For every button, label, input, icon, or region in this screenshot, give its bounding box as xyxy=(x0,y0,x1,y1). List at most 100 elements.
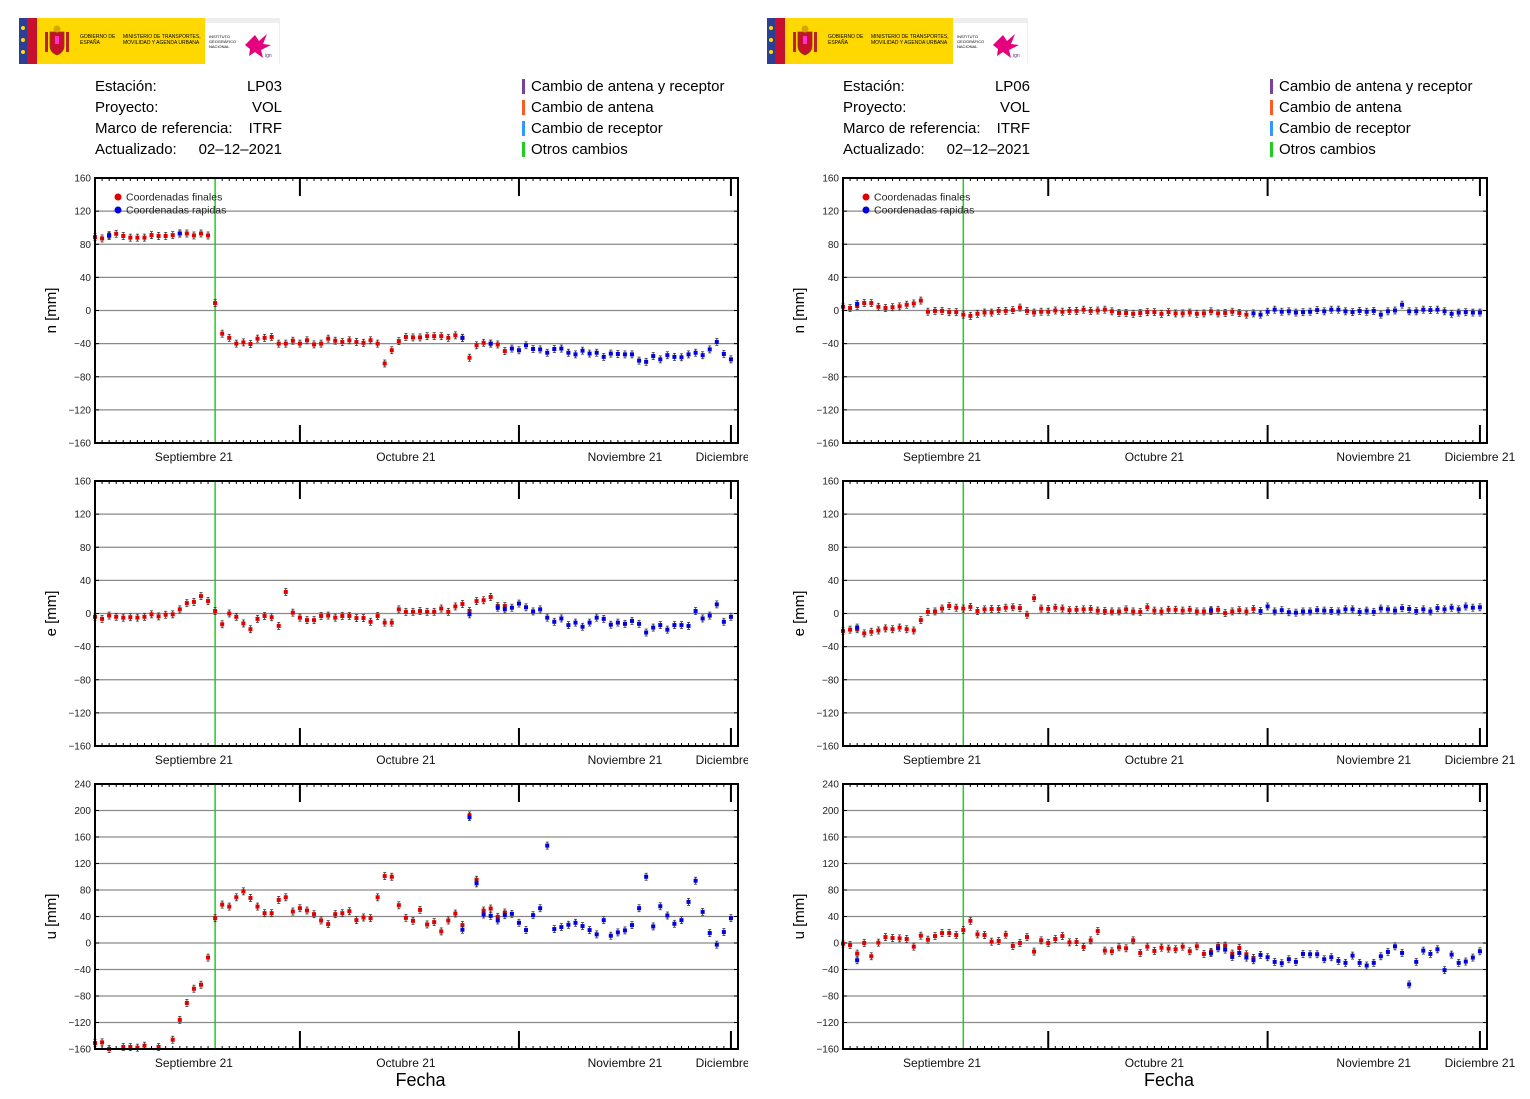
point-coordenadas-rapidas xyxy=(1223,947,1228,952)
point-coordenadas-rapidas xyxy=(679,623,684,628)
y-tick-label: 0 xyxy=(85,609,91,620)
legend-swatch xyxy=(522,100,525,115)
point-coordenadas-rapidas xyxy=(1343,607,1348,612)
point-coordenadas-rapidas xyxy=(460,927,465,932)
point-coordenadas-finales xyxy=(453,911,458,916)
point-coordenadas-finales xyxy=(982,933,987,938)
info-value: LP06 xyxy=(994,78,1030,95)
point-coordenadas-finales xyxy=(947,310,952,315)
point-coordenadas-finales xyxy=(446,918,451,923)
legend-label: Otros cambios xyxy=(531,141,628,158)
point-coordenadas-finales xyxy=(989,606,994,611)
y-tick-label: −120 xyxy=(816,405,839,416)
point-coordenadas-finales xyxy=(1088,606,1093,611)
point-coordenadas-finales xyxy=(184,231,189,236)
point-coordenadas-rapidas xyxy=(679,355,684,360)
point-coordenadas-finales xyxy=(128,235,133,240)
point-coordenadas-rapidas xyxy=(1336,958,1341,963)
point-coordenadas-finales xyxy=(184,601,189,606)
legend-item: Cambio de antena xyxy=(522,97,724,118)
point-coordenadas-finales xyxy=(1152,948,1157,953)
point-coordenadas-finales xyxy=(100,616,105,621)
point-coordenadas-finales xyxy=(418,609,423,614)
point-coordenadas-rapidas xyxy=(651,625,656,630)
y-axis-label: u [mm] xyxy=(791,894,808,940)
point-coordenadas-finales xyxy=(1032,310,1037,315)
point-coordenadas-rapidas xyxy=(1393,308,1397,313)
point-coordenadas-rapidas xyxy=(1449,311,1454,316)
point-coordenadas-finales xyxy=(206,955,211,960)
point-coordenadas-rapidas xyxy=(630,618,635,623)
point-coordenadas-finales xyxy=(1194,311,1199,316)
legend-swatch xyxy=(522,79,525,94)
y-tick-label: 40 xyxy=(80,576,92,587)
point-coordenadas-finales xyxy=(255,336,260,341)
point-coordenadas-finales xyxy=(107,613,112,618)
point-coordenadas-finales xyxy=(1209,309,1213,314)
point-coordenadas-finales xyxy=(410,335,415,340)
point-coordenadas-rapidas xyxy=(1265,309,1270,314)
point-coordenadas-rapidas xyxy=(630,352,635,357)
point-coordenadas-rapidas xyxy=(566,623,571,628)
point-coordenadas-finales xyxy=(100,236,105,241)
coat-of-arms-icon xyxy=(45,25,69,56)
point-coordenadas-finales xyxy=(333,615,338,620)
point-coordenadas-rapidas xyxy=(1301,951,1305,956)
point-coordenadas-rapidas xyxy=(1435,307,1440,312)
point-coordenadas-finales xyxy=(1124,946,1129,951)
y-axis-label: u [mm] xyxy=(43,894,60,940)
y-tick-label: 160 xyxy=(74,174,91,185)
y-tick-label: −160 xyxy=(68,742,91,753)
point-coordenadas-finales xyxy=(453,604,458,609)
government-logo-block: GOBIERNO DE ESPAÑA MINISTERIO DE TRANSPO… xyxy=(785,18,953,64)
point-coordenadas-rapidas xyxy=(1286,309,1291,314)
station-info: Estación: LP03 Proyecto: VOL Marco de refe… xyxy=(95,76,282,160)
y-tick-label: 40 xyxy=(828,273,840,284)
y-tick-label: 160 xyxy=(74,477,91,488)
legend-item: Cambio de receptor xyxy=(1270,118,1472,139)
point-coordenadas-finales xyxy=(488,594,493,599)
point-coordenadas-rapidas xyxy=(1456,607,1461,612)
legend-swatch xyxy=(1270,100,1273,115)
point-coordenadas-rapidas xyxy=(1400,950,1405,955)
x-tick-label: Septiembre 21 xyxy=(903,450,981,464)
point-coordenadas-finales xyxy=(495,342,500,347)
y-tick-label: 200 xyxy=(74,806,91,817)
y-tick-label: −80 xyxy=(822,675,839,686)
point-coordenadas-finales xyxy=(368,338,373,343)
point-coordenadas-finales xyxy=(876,940,881,945)
point-coordenadas-finales xyxy=(1131,938,1136,943)
legend-marker xyxy=(114,193,122,201)
point-coordenadas-finales xyxy=(453,333,458,338)
x-tick-label: Septiembre 21 xyxy=(155,1056,233,1070)
point-coordenadas-finales xyxy=(1180,311,1185,316)
point-coordenadas-finales xyxy=(502,349,507,354)
point-coordenadas-rapidas xyxy=(1371,960,1376,965)
legend-label: Cambio de antena xyxy=(531,99,654,116)
point-coordenadas-finales xyxy=(925,309,930,314)
point-coordenadas-finales xyxy=(312,912,317,917)
point-coordenadas-rapidas xyxy=(1421,948,1426,953)
info-label: Estación: xyxy=(843,78,905,95)
point-coordenadas-rapidas xyxy=(467,612,472,617)
point-coordenadas-finales xyxy=(340,911,345,916)
point-coordenadas-rapidas xyxy=(524,605,529,610)
point-coordenadas-finales xyxy=(142,235,147,240)
point-coordenadas-finales xyxy=(1216,311,1221,316)
point-coordenadas-finales xyxy=(304,908,309,913)
plot-panel: −160 −120 −80 −40 0 40 80 120 160 200 240 Septiembr… xyxy=(43,780,748,1091)
point-coordenadas-rapidas xyxy=(552,927,557,932)
point-coordenadas-rapidas xyxy=(1293,959,1298,964)
point-coordenadas-rapidas xyxy=(1258,609,1263,614)
ign-splash-icon: ign xyxy=(993,34,1020,59)
y-tick-label: −40 xyxy=(822,339,839,350)
point-coordenadas-finales xyxy=(220,622,225,627)
point-coordenadas-rapidas xyxy=(714,339,719,344)
point-coordenadas-finales xyxy=(869,629,874,634)
plot-frame xyxy=(94,177,739,444)
legend-label: Coordenadas finales xyxy=(126,192,222,204)
point-coordenadas-rapidas xyxy=(1286,957,1291,962)
y-tick-label: 40 xyxy=(828,912,840,923)
point-coordenadas-finales xyxy=(283,589,288,594)
point-coordenadas-finales xyxy=(855,951,860,956)
